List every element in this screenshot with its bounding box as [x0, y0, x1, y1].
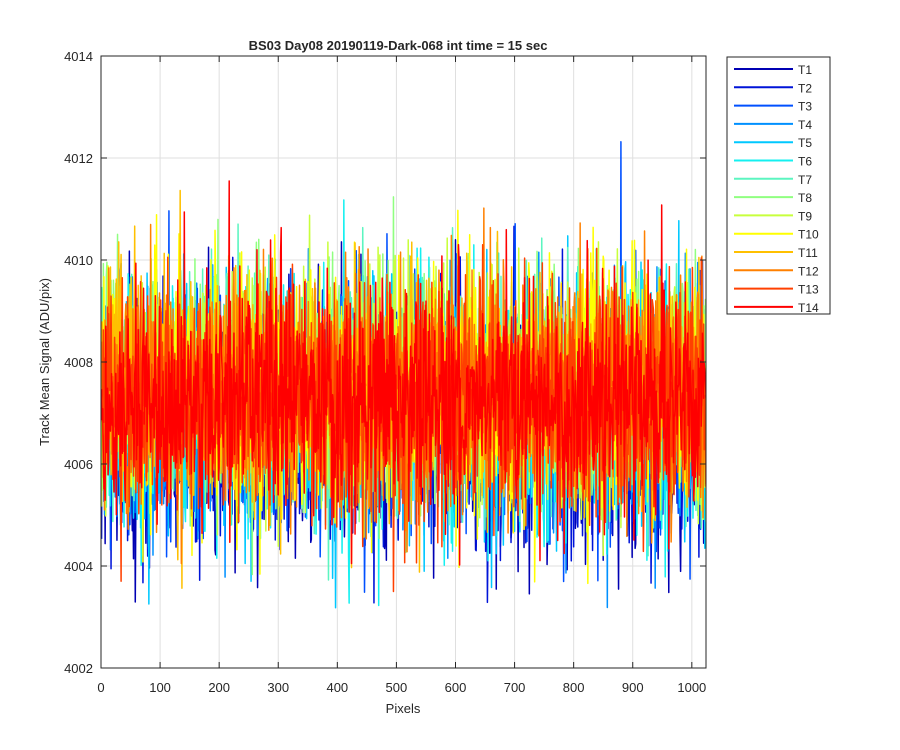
x-tick-label: 500	[386, 680, 408, 695]
legend-label: T14	[798, 301, 819, 315]
legend-label: T2	[798, 81, 812, 95]
legend-label: T3	[798, 100, 812, 114]
legend-label: T12	[798, 264, 819, 278]
x-tick-label: 200	[208, 680, 230, 695]
y-tick-label: 4004	[64, 559, 93, 574]
y-axis-label: Track Mean Signal (ADU/pix)	[37, 278, 52, 446]
y-tick-label: 4002	[64, 661, 93, 676]
series-line-t14	[101, 180, 706, 566]
legend-label: T5	[798, 136, 812, 150]
x-tick-label: 600	[445, 680, 467, 695]
x-tick-label: 400	[326, 680, 348, 695]
series-lines	[101, 140, 706, 609]
axis-ticks: 0 100 200 300 400 500 600 700 800 900 1000 4002 4004…	[64, 49, 706, 695]
x-tick-label: 300	[267, 680, 289, 695]
x-tick-label: 900	[622, 680, 644, 695]
y-tick-label: 4012	[64, 151, 93, 166]
legend-label: T10	[798, 228, 819, 242]
legend-label: T9	[798, 209, 812, 223]
y-tick-label: 4010	[64, 253, 93, 268]
y-tick-label: 4008	[64, 355, 93, 370]
legend-label: T11	[798, 246, 818, 260]
chart-title: BS03 Day08 20190119-Dark-068 int time = …	[249, 38, 548, 53]
legend-label: T7	[798, 173, 812, 187]
y-tick-label: 4014	[64, 49, 93, 64]
legend-label: T13	[798, 283, 819, 297]
x-tick-label: 100	[149, 680, 171, 695]
legend-label: T6	[798, 155, 812, 169]
x-tick-label: 1000	[677, 680, 706, 695]
x-tick-label: 800	[563, 680, 585, 695]
legend-label: T1	[798, 63, 812, 77]
legend-label: T8	[798, 191, 812, 205]
x-axis-label: Pixels	[386, 701, 421, 716]
legend-label: T4	[798, 118, 812, 132]
y-tick-label: 4006	[64, 457, 93, 472]
legend: T1 T2 T3 T4 T5 T6 T7 T8 T9 T10 T11 T12 T13 T14	[726, 56, 831, 315]
x-tick-label: 700	[504, 680, 526, 695]
x-tick-label: 0	[97, 680, 104, 695]
